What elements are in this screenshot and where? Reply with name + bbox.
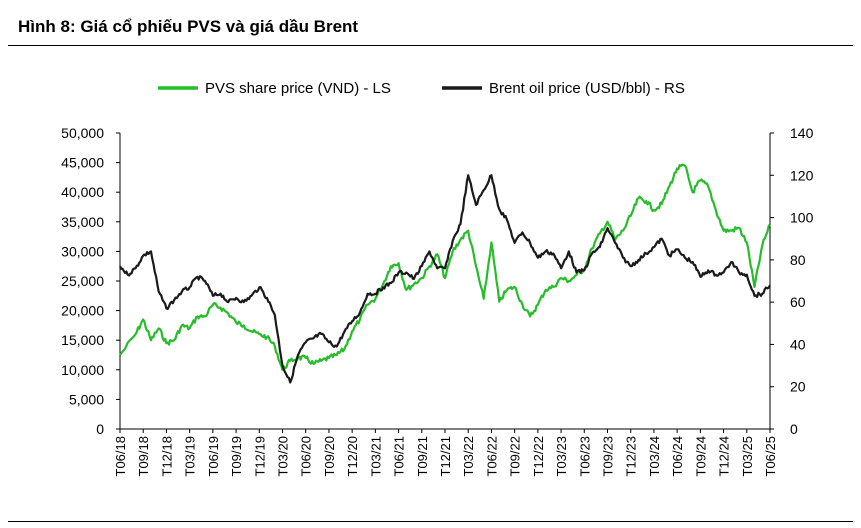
x-tick-label: T12/20 bbox=[345, 436, 360, 476]
y-left-tick-label: 35,000 bbox=[61, 214, 104, 230]
y-left-tick-label: 40,000 bbox=[61, 184, 104, 200]
plot-area bbox=[119, 163, 771, 384]
y-left-tick-label: 5,000 bbox=[69, 391, 104, 407]
x-tick-label: T03/22 bbox=[461, 436, 476, 476]
series-line-brent bbox=[119, 174, 771, 384]
x-tick-label: T06/25 bbox=[763, 436, 778, 476]
x-tick-label: T09/21 bbox=[415, 436, 430, 476]
y-left-tick-label: 20,000 bbox=[61, 303, 104, 319]
x-tick-label: T09/19 bbox=[229, 436, 244, 476]
y-left-tick-label: 15,000 bbox=[61, 332, 104, 348]
y-axis-right: 0 20 40 60 80 100 120 140 bbox=[769, 125, 814, 437]
legend-label-pvs: PVS share price (VND) - LS bbox=[205, 80, 391, 97]
x-tick-label: T06/19 bbox=[206, 436, 221, 476]
x-tick-label: T06/24 bbox=[670, 436, 685, 476]
x-tick-label: T09/22 bbox=[508, 436, 523, 476]
x-tick-label: T06/22 bbox=[484, 436, 499, 476]
y-left-tick-label: 45,000 bbox=[61, 155, 104, 171]
figure-title: Hình 8: Giá cổ phiếu PVS và giá dầu Bren… bbox=[18, 17, 359, 36]
x-tick-label: T06/21 bbox=[392, 436, 407, 476]
y-left-tick-label: 30,000 bbox=[61, 243, 104, 259]
x-tick-label: T09/23 bbox=[601, 436, 616, 476]
x-tick-label: T12/23 bbox=[624, 436, 639, 476]
x-tick-label: T03/23 bbox=[554, 436, 569, 476]
x-tick-label: T03/21 bbox=[368, 436, 383, 476]
x-tick-label: T06/18 bbox=[113, 436, 128, 476]
top-divider bbox=[8, 45, 853, 46]
y-right-tick-label: 100 bbox=[790, 210, 814, 226]
x-tick-label: T03/25 bbox=[740, 436, 755, 476]
x-tick-label: T12/19 bbox=[252, 436, 267, 476]
y-right-tick-label: 140 bbox=[790, 125, 814, 141]
x-tick-label: T03/19 bbox=[183, 436, 198, 476]
y-right-tick-label: 20 bbox=[790, 379, 806, 395]
y-left-tick-label: 0 bbox=[96, 421, 104, 437]
y-right-tick-label: 40 bbox=[790, 336, 806, 352]
x-tick-label: T03/24 bbox=[647, 436, 662, 476]
x-tick-label: T03/20 bbox=[276, 436, 291, 476]
y-left-tick-label: 50,000 bbox=[61, 125, 104, 141]
x-tick-label: T12/21 bbox=[438, 436, 453, 476]
y-right-tick-label: 60 bbox=[790, 294, 806, 310]
x-tick-label: T09/18 bbox=[136, 436, 151, 476]
x-tick-label: T06/23 bbox=[577, 436, 592, 476]
y-left-tick-label: 25,000 bbox=[61, 273, 104, 289]
legend-label-brent: Brent oil price (USD/bbl) - RS bbox=[489, 80, 685, 97]
x-tick-label: T12/24 bbox=[717, 436, 732, 476]
x-tick-label: T09/20 bbox=[322, 436, 337, 476]
y-right-tick-label: 80 bbox=[790, 252, 806, 268]
y-right-tick-label: 0 bbox=[790, 421, 798, 437]
bottom-divider bbox=[8, 521, 853, 522]
x-tick-label: T06/20 bbox=[299, 436, 314, 476]
legend: PVS share price (VND) - LS Brent oil pric… bbox=[158, 80, 685, 97]
x-tick-label: T12/22 bbox=[531, 436, 546, 476]
x-tick-label: T12/18 bbox=[159, 436, 174, 476]
x-axis: T06/18 T09/18 T12/18 T03/19 T06/19 T09/19 T12/… bbox=[113, 428, 778, 476]
y-right-tick-label: 120 bbox=[790, 167, 814, 183]
y-left-tick-label: 10,000 bbox=[61, 362, 104, 378]
series-line-pvs bbox=[119, 163, 771, 371]
y-axis-left: 0 5,000 10,000 15,000 20,000 25,000 30,000 35,0… bbox=[61, 125, 121, 437]
x-tick-label: T09/24 bbox=[693, 436, 708, 476]
